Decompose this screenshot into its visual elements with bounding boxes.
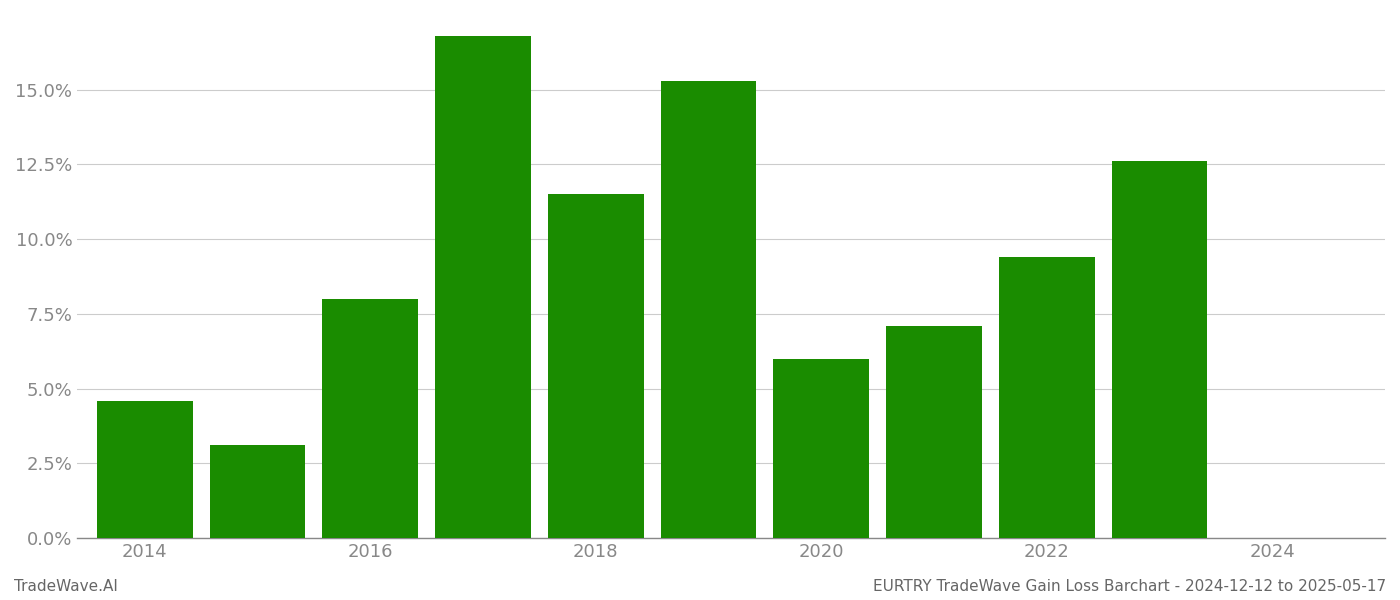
Bar xyxy=(97,401,193,538)
Bar xyxy=(886,326,981,538)
Bar xyxy=(661,81,756,538)
Bar xyxy=(322,299,419,538)
Bar xyxy=(547,194,644,538)
Text: EURTRY TradeWave Gain Loss Barchart - 2024-12-12 to 2025-05-17: EURTRY TradeWave Gain Loss Barchart - 20… xyxy=(872,579,1386,594)
Bar xyxy=(773,359,869,538)
Bar xyxy=(435,36,531,538)
Bar xyxy=(1112,161,1207,538)
Bar xyxy=(998,257,1095,538)
Bar xyxy=(210,445,305,538)
Text: TradeWave.AI: TradeWave.AI xyxy=(14,579,118,594)
